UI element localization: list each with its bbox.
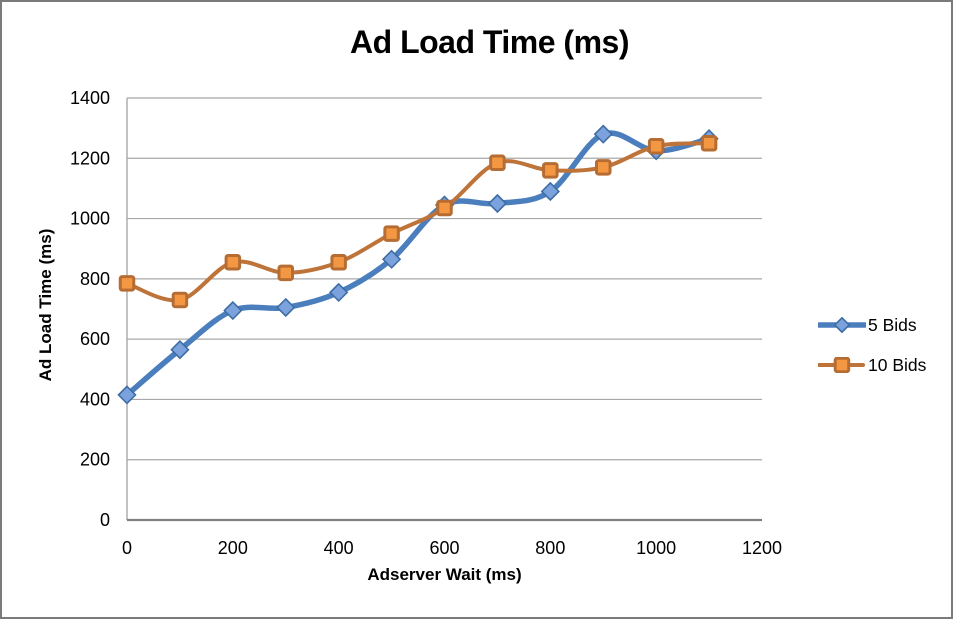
data-point-square bbox=[595, 159, 612, 176]
data-point-square bbox=[277, 264, 294, 282]
series-5-bids bbox=[117, 124, 719, 405]
x-tick-label: 0 bbox=[122, 538, 132, 558]
data-point-square bbox=[700, 134, 718, 152]
data-point-diamond bbox=[276, 297, 296, 318]
data-point-square bbox=[542, 162, 559, 179]
x-tick-label: 800 bbox=[535, 538, 565, 558]
y-axis-title: Ad Load Time (ms) bbox=[36, 228, 55, 382]
data-point-square bbox=[118, 275, 136, 292]
y-tick-label: 200 bbox=[80, 450, 110, 470]
chart-title: Ad Load Time (ms) bbox=[350, 24, 629, 60]
series-10-bids bbox=[118, 134, 718, 309]
data-point-square bbox=[171, 291, 189, 309]
legend-label-10-bids: 10 Bids bbox=[868, 354, 927, 375]
legend-swatch-5-bids-icon bbox=[818, 317, 866, 333]
data-point-square bbox=[436, 199, 453, 217]
x-tick-label: 1000 bbox=[636, 538, 676, 558]
data-point-diamond bbox=[593, 124, 613, 144]
legend-item-10-bids: 10 Bids bbox=[818, 354, 927, 375]
y-tick-label: 600 bbox=[80, 329, 110, 349]
y-tick-label: 0 bbox=[100, 510, 110, 530]
y-tick-label: 1000 bbox=[70, 209, 110, 229]
data-point-diamond bbox=[381, 249, 402, 269]
data-point-diamond bbox=[329, 282, 349, 303]
data-point-square bbox=[383, 225, 400, 242]
data-point-diamond bbox=[223, 300, 243, 321]
x-axis-title: Adserver Wait (ms) bbox=[367, 565, 522, 584]
legend-label-5-bids: 5 Bids bbox=[868, 314, 917, 335]
data-point-diamond bbox=[540, 181, 560, 202]
x-tick-label: 600 bbox=[429, 538, 459, 558]
data-point-square bbox=[647, 137, 665, 155]
y-tick-label: 400 bbox=[80, 389, 110, 409]
y-tick-label: 1200 bbox=[70, 148, 110, 168]
series-line bbox=[125, 141, 712, 303]
legend-swatch-10-bids-icon bbox=[818, 357, 865, 373]
x-tick-label: 1200 bbox=[742, 538, 782, 558]
data-point-diamond bbox=[487, 193, 508, 214]
series-line bbox=[124, 130, 712, 398]
data-point-square bbox=[224, 254, 242, 271]
gridlines bbox=[127, 97, 762, 521]
data-point-square bbox=[330, 254, 347, 271]
data-point-square bbox=[489, 154, 506, 172]
x-tick-label: 200 bbox=[218, 538, 248, 558]
x-tick-label: 400 bbox=[324, 538, 354, 558]
y-tick-label: 800 bbox=[80, 269, 110, 289]
y-tick-label: 1400 bbox=[70, 88, 110, 108]
data-point-diamond bbox=[170, 340, 190, 360]
legend-item-5-bids: 5 Bids bbox=[818, 314, 926, 335]
legend: 5 Bids 10 Bids bbox=[818, 314, 927, 397]
data-point-diamond bbox=[117, 385, 137, 405]
